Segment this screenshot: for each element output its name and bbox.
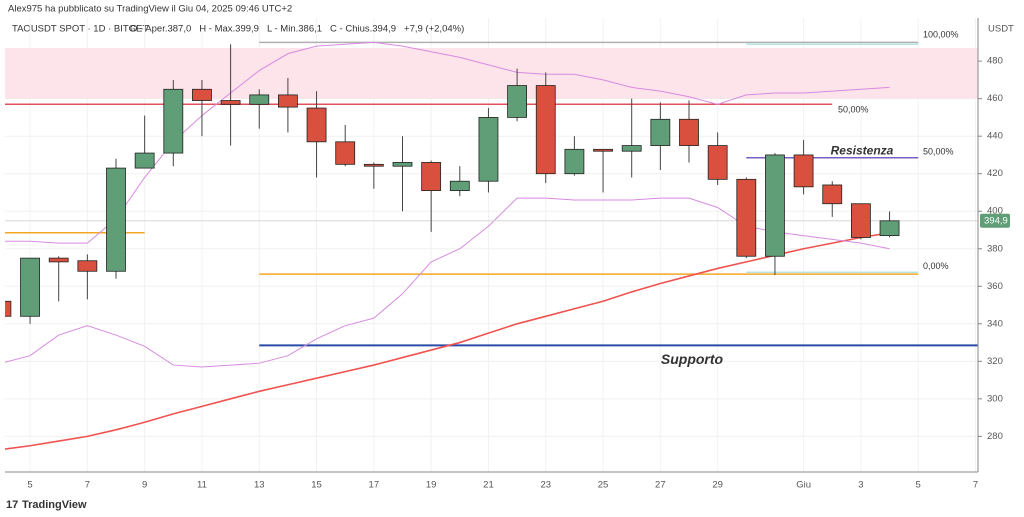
ohlc-text: +7,9 (+2,04%) [404,24,464,35]
candle-body [621,145,642,152]
price-badge [980,213,1010,228]
y-tick-label: 380 [987,243,1003,254]
y-tick-label: 340 [987,318,1003,329]
header: Alex975 ha pubblicato su TradingView il … [8,4,292,15]
plot-area [5,18,978,472]
candle-body [650,118,671,146]
candle-body [879,220,900,237]
ohlc-text: L - Min.386,1 [267,24,322,35]
candle-body [421,162,442,191]
candle-body [20,257,40,317]
candle-body [392,162,413,167]
candle-body [851,203,871,238]
chart-title: TAOUSDT SPOT · 1D · BITGET [12,24,148,35]
ohlc-text: O - Aper.387,0 [130,24,191,35]
x-tick-label: 5 [27,480,32,491]
candle-body [822,184,843,205]
fib-label: 100,00% [923,29,959,39]
candle-body [192,88,212,101]
candle-body [5,300,12,317]
footer: TradingView [22,499,87,511]
x-tick-label: 11 [197,480,207,491]
x-tick-label: 21 [483,480,494,491]
x-tick-label: 7 [85,480,90,491]
logo-icon: 17 [6,499,18,511]
x-tick-label: 3 [858,480,863,491]
ohlc-text: C - Chius.394,9 [330,24,396,35]
annotation: Supporto [661,351,724,367]
candle-body [363,163,384,167]
overlay-line [5,232,890,450]
y-tick-label: 460 [987,93,1003,104]
candle-body [163,88,184,154]
x-tick-label: 5 [916,480,921,491]
candle-body [48,257,69,263]
y-tick-label: 480 [987,56,1003,67]
x-tick-label: 25 [598,480,609,491]
candle-body [106,167,126,272]
candle-body [449,180,470,191]
candle-body [793,154,814,188]
candle-body [765,154,785,257]
annotation: Resistenza [831,143,894,157]
y-tick-label: 300 [987,393,1003,404]
x-tick-label: 27 [655,480,666,491]
y-tick-label: 400 [987,206,1003,217]
y-tick-label: 280 [987,431,1003,442]
candle-body [593,148,613,152]
candle-body [507,85,528,118]
candle-body [335,141,356,165]
candle-body [679,118,699,146]
price-badge-label: 394,9 [984,215,1008,226]
candle-body [478,117,499,182]
candle-body [707,145,728,180]
candle-body [736,178,757,257]
candle-body [564,148,585,175]
x-tick-label: 29 [712,480,723,491]
candle-body [277,94,298,108]
candle-body [535,85,556,175]
x-tick-label: 17 [369,480,380,491]
logo: 17 [6,499,18,511]
x-tick-label: 19 [426,480,437,491]
y-tick-label: 320 [987,356,1003,367]
fib-label: 50,00% [923,147,954,157]
x-tick-label: 7 [973,480,978,491]
y-tick-label: 420 [987,168,1003,179]
x-tick-label: 13 [254,480,265,491]
ohlc-text: H - Max.399,9 [199,24,259,35]
unit-label: USDT [988,24,1014,35]
y-tick-label: 360 [987,281,1003,292]
candle-body [220,100,241,105]
fib-label: 50,00% [838,104,869,114]
x-tick-label: 23 [540,480,551,491]
x-tick-label: Giu [796,480,811,491]
overlay-line [5,41,890,244]
fib-label: 0,00% [923,261,949,271]
y-tick-label: 440 [987,131,1003,142]
x-tick-label: 9 [142,480,147,491]
candle-body [249,94,270,105]
candle-body [77,260,98,272]
candle-body [306,107,327,143]
candle-body [134,152,155,169]
x-tick-label: 15 [311,480,322,491]
